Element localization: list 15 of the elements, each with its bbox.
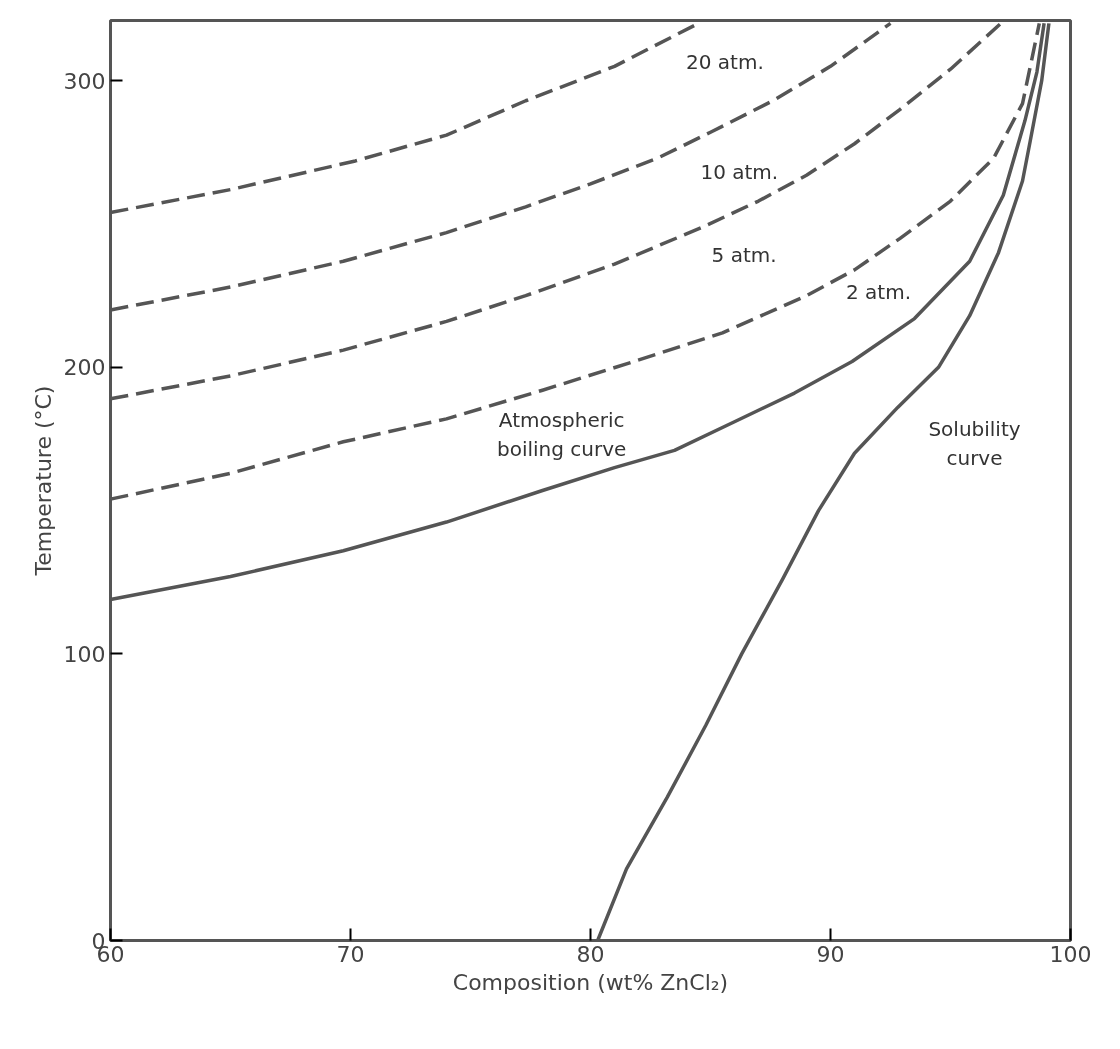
y-tick-label: 200 xyxy=(63,355,106,381)
x-tick-label: 80 xyxy=(576,941,605,967)
annotation: 10 atm. xyxy=(700,160,779,185)
x-tick-label: 100 xyxy=(1049,941,1092,967)
annotation: Solubility curve xyxy=(928,417,1021,471)
y-axis-title: Temperature (°C) xyxy=(30,385,56,577)
annotation: 2 atm. xyxy=(845,279,912,304)
annotation: Atmospheric boiling curve xyxy=(497,408,627,461)
annotation: 20 atm. xyxy=(686,49,764,74)
y-tick-label: 100 xyxy=(63,641,106,667)
annotation: 5 atm. xyxy=(711,243,777,268)
x-tick-label: 90 xyxy=(816,941,845,967)
x-tick-label: 70 xyxy=(336,941,365,967)
x-axis-title: Composition (wt% ZnCl₂) xyxy=(452,969,729,995)
y-tick-label: 300 xyxy=(63,68,106,94)
